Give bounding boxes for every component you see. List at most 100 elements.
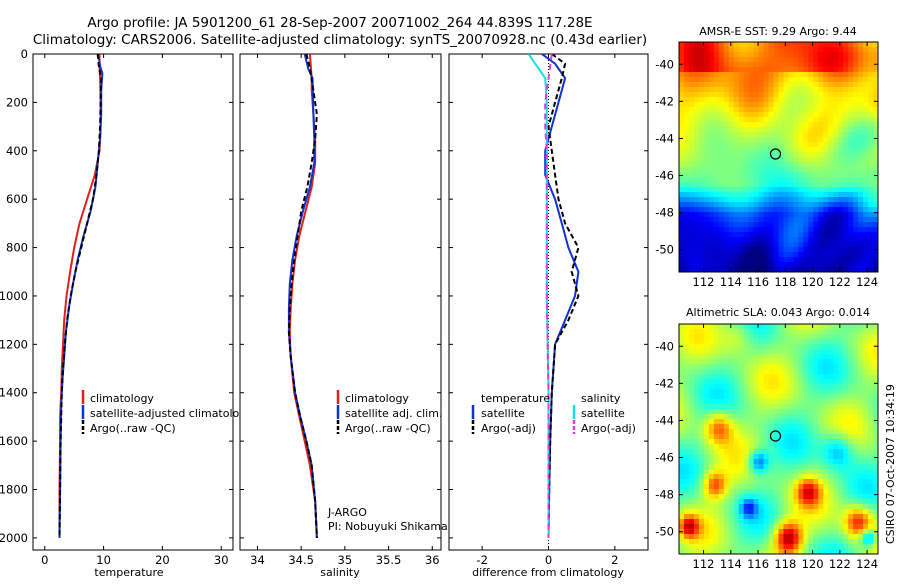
heatmap-cell	[833, 197, 839, 203]
heatmap-cell	[788, 47, 795, 53]
heatmap-cell	[698, 207, 705, 213]
heatmap-cell	[708, 324, 715, 330]
heatmap-cell	[688, 514, 695, 520]
heatmap-cell	[798, 97, 804, 103]
heatmap-cell	[679, 364, 685, 370]
heatmap-cell	[743, 529, 750, 535]
heatmap-cell	[788, 489, 795, 495]
heatmap-cell	[718, 464, 725, 470]
heatmap-cell	[803, 112, 809, 118]
heatmap-cell	[873, 434, 878, 440]
heatmap-cell	[798, 464, 804, 470]
heatmap-cell	[833, 534, 839, 540]
heatmap-cell	[773, 227, 780, 233]
heatmap-cell	[693, 449, 700, 455]
heatmap-cell	[773, 514, 780, 520]
heatmap-cell	[773, 222, 780, 228]
sla-heatmap	[679, 324, 878, 554]
heatmap-cell	[713, 102, 720, 108]
heatmap-cell	[823, 509, 829, 515]
heatmap-cell	[713, 539, 720, 545]
heatmap-cell	[718, 404, 725, 410]
heatmap-cell	[683, 469, 690, 475]
heatmap-cell	[873, 137, 878, 143]
heatmap-cell	[873, 474, 878, 480]
heatmap-cell	[858, 157, 864, 163]
heatmap-cell	[798, 484, 804, 490]
heatmap-cell	[738, 177, 745, 183]
heatmap-cell	[813, 429, 819, 435]
heatmap-cell	[693, 389, 700, 395]
heatmap-cell	[858, 489, 864, 495]
heatmap-cell	[823, 459, 829, 465]
map-y-tick-label: -44	[655, 131, 674, 145]
heatmap-cell	[768, 539, 775, 545]
heatmap-cell	[778, 232, 785, 238]
heatmap-cell	[683, 499, 690, 505]
heatmap-cell	[698, 202, 705, 208]
heatmap-cell	[693, 524, 700, 530]
heatmap-cell	[798, 339, 804, 345]
heatmap-cell	[738, 82, 745, 88]
heatmap-cell	[813, 494, 819, 500]
heatmap-cell	[733, 222, 740, 228]
heatmap-cell	[718, 222, 725, 228]
heatmap-cell	[823, 494, 829, 500]
heatmap-cell	[848, 434, 854, 440]
heatmap-cell	[793, 389, 799, 395]
heatmap-cell	[703, 454, 710, 460]
heatmap-cell	[848, 379, 854, 385]
heatmap-cell	[768, 349, 775, 355]
heatmap-cell	[803, 364, 809, 370]
heatmap-cell	[698, 217, 705, 223]
heatmap-cell	[748, 67, 755, 73]
heatmap-cell	[858, 339, 864, 345]
heatmap-cell	[863, 454, 869, 460]
heatmap-cell	[808, 202, 814, 208]
heatmap-cell	[808, 67, 814, 73]
heatmap-cell	[848, 57, 854, 63]
heatmap-cell	[748, 222, 755, 228]
heatmap-cell	[843, 202, 849, 208]
heatmap-cell	[803, 459, 809, 465]
heatmap-cell	[863, 52, 869, 58]
heatmap-cell	[698, 464, 705, 470]
heatmap-cell	[748, 419, 755, 425]
heatmap-cell	[863, 369, 869, 375]
heatmap-cell	[863, 112, 869, 118]
heatmap-cell	[808, 157, 814, 163]
heatmap-cell	[713, 534, 720, 540]
heatmap-cell	[758, 484, 765, 490]
heatmap-cell	[693, 252, 700, 258]
heatmap-cell	[828, 207, 834, 213]
heatmap-cell	[833, 514, 839, 520]
y-tick-label: 600	[6, 192, 28, 206]
heatmap-cell	[708, 434, 715, 440]
heatmap-cell	[853, 187, 859, 193]
heatmap-cell	[748, 227, 755, 233]
heatmap-cell	[679, 354, 685, 360]
heatmap-cell	[793, 47, 799, 53]
heatmap-cell	[768, 434, 775, 440]
heatmap-cell	[683, 429, 690, 435]
heatmap-cell	[823, 454, 829, 460]
map-x-tick-label: 114	[720, 275, 742, 289]
heatmap-cell	[778, 167, 785, 173]
heatmap-cell	[738, 77, 745, 83]
heatmap-cell	[683, 62, 690, 68]
heatmap-cell	[683, 127, 690, 133]
heatmap-cell	[838, 474, 844, 480]
heatmap-cell	[823, 42, 829, 48]
heatmap-cell	[693, 122, 700, 128]
heatmap-cell	[733, 389, 740, 395]
heatmap-cell	[813, 329, 819, 335]
heatmap-cell	[713, 334, 720, 340]
heatmap-cell	[813, 504, 819, 510]
heatmap-cell	[843, 57, 849, 63]
heatmap-cell	[758, 379, 765, 385]
heatmap-cell	[788, 534, 795, 540]
heatmap-cell	[703, 399, 710, 405]
map-y-tick-label: -46	[655, 451, 674, 465]
heatmap-cell	[838, 72, 844, 78]
heatmap-cell	[723, 242, 730, 248]
